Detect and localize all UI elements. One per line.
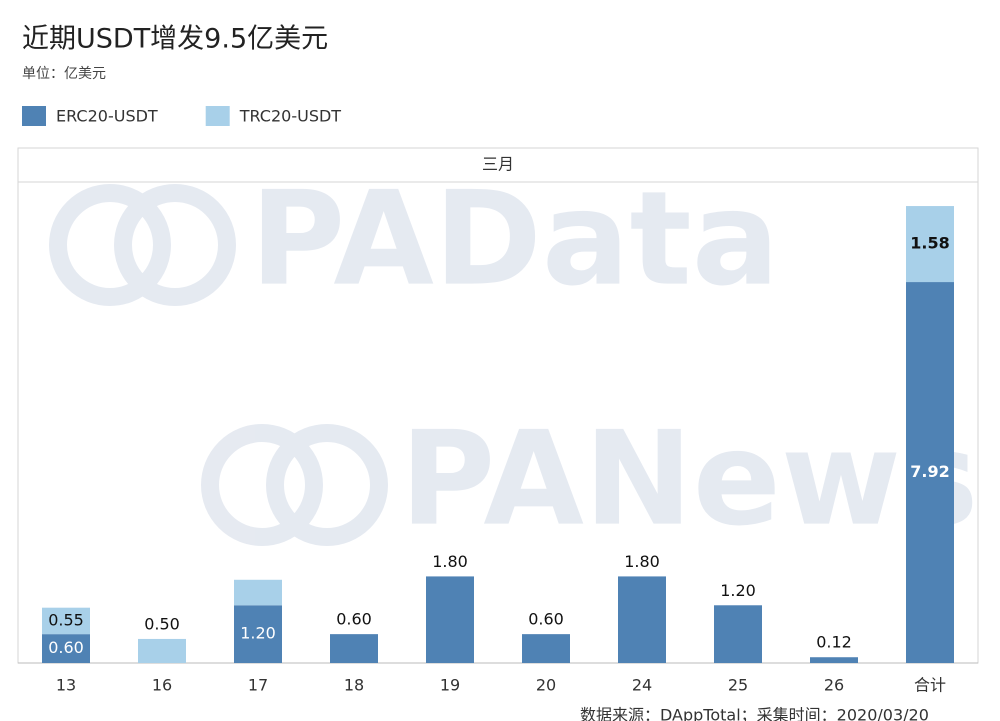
bar-segment xyxy=(42,607,90,635)
x-tick-label: 合计 xyxy=(914,676,946,695)
data-label: 1.80 xyxy=(432,552,468,571)
watermark-logo xyxy=(266,424,388,546)
chart-subtitle: 单位：亿美元 xyxy=(22,66,106,82)
bar-segment xyxy=(906,282,954,663)
data-label: 0.12 xyxy=(816,633,852,652)
data-label: 0.55 xyxy=(48,610,84,629)
bar-segment xyxy=(234,605,282,663)
bar-segment xyxy=(426,576,474,663)
data-label: 1.58 xyxy=(910,234,949,253)
watermark-logo xyxy=(49,184,171,306)
legend-swatch xyxy=(22,106,46,126)
panel-label: 三月 xyxy=(482,155,514,174)
data-label: 0.60 xyxy=(48,638,84,657)
chart-title: 近期USDT增发9.5亿美元 xyxy=(22,24,328,55)
data-label: 1.20 xyxy=(720,581,756,600)
bar-segment xyxy=(810,657,858,663)
data-label: 7.92 xyxy=(910,462,949,481)
x-tick-label: 24 xyxy=(632,676,652,695)
data-label: 0.60 xyxy=(528,610,564,629)
x-tick-label: 20 xyxy=(536,676,556,695)
x-tick-label: 25 xyxy=(728,676,748,695)
legend-swatch xyxy=(205,106,230,126)
bar-segment xyxy=(522,634,570,663)
x-tick-label: 13 xyxy=(56,676,76,695)
bar-segment xyxy=(330,634,378,663)
x-tick-label: 18 xyxy=(344,676,364,695)
bar-segment xyxy=(234,579,282,606)
data-label: 1.80 xyxy=(624,552,660,571)
data-label: 0.50 xyxy=(144,614,180,633)
watermark-text: PANews xyxy=(400,403,978,555)
x-tick-label: 16 xyxy=(152,676,172,695)
bar-segment xyxy=(714,605,762,663)
bar-segment xyxy=(618,576,666,663)
bar-segment xyxy=(138,638,186,663)
bar-segment xyxy=(42,634,90,663)
watermark-logo xyxy=(201,424,323,546)
x-tick-label: 19 xyxy=(440,676,460,695)
source-note: 数据来源：DAppTotal；采集时间：2020/03/20 xyxy=(580,706,929,721)
x-tick-label: 17 xyxy=(248,676,268,695)
watermark-layer: PAData PANews xyxy=(49,163,978,555)
bar-segment xyxy=(906,206,954,283)
x-tick-label: 26 xyxy=(824,676,844,695)
data-label: 0.60 xyxy=(336,610,372,629)
legend-label: ERC20-USDT xyxy=(56,107,158,126)
watermark-logo xyxy=(114,184,236,306)
data-label: 1.20 xyxy=(240,624,276,643)
legend-label: TRC20-USDT xyxy=(239,107,342,126)
watermark-text: PAData xyxy=(250,163,779,315)
